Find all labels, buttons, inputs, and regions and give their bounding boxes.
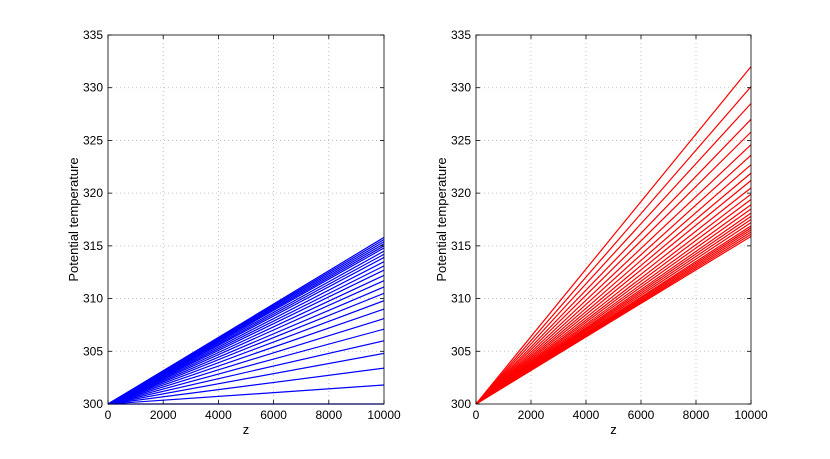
y-tick-label: 325 [451,133,471,147]
x-axis-label: z [610,422,617,437]
y-axis-label: Potential temperature [434,157,449,281]
x-tick-label: 0 [473,408,480,422]
y-tick-label: 305 [83,344,103,358]
series-line-13 [107,274,385,405]
y-tick-label: 305 [451,344,471,358]
y-tick-label: 300 [451,397,471,411]
x-tick-label: 0 [105,408,112,422]
y-axis-label: Potential temperature [66,157,81,281]
series-line-5 [107,340,385,405]
series-line-6 [107,328,385,405]
series-line-9 [475,172,752,405]
y-tick-label: 335 [83,28,103,42]
x-axis-label: z [243,422,250,437]
y-tick-label: 315 [83,239,103,253]
series-line-25 [107,236,385,405]
series-line-25 [475,235,752,405]
series-line-13 [475,198,752,405]
series-line-6 [475,144,752,405]
series-line-10 [475,180,752,405]
series-line-3 [475,103,752,405]
x-tick-label: 6000 [260,408,287,422]
y-tick-label: 320 [83,186,103,200]
y-tick-label: 310 [83,292,103,306]
series-line-2 [107,384,385,405]
x-tick-label: 10000 [367,408,401,422]
x-tick-label: 6000 [628,408,655,422]
y-tick-label: 315 [451,239,471,253]
series-line-12 [475,193,752,405]
series-line-9 [107,300,385,405]
y-tick-label: 330 [451,81,471,95]
x-tick-label: 4000 [205,408,232,422]
series-line-14 [107,269,385,405]
series-line-11 [475,187,752,405]
x-tick-label: 4000 [573,408,600,422]
x-tick-label: 2000 [150,408,177,422]
y-tick-label: 330 [83,81,103,95]
x-tick-label: 8000 [315,408,342,422]
series-line-7 [107,318,385,405]
chart-panel-1: 0 2000 4000 6000 8000 10000 300 305 310 315 320 325… [66,28,401,437]
series-line-7 [475,154,752,405]
series-line-2 [475,86,752,405]
y-tick-label: 335 [451,28,471,42]
series-line-1 [475,66,752,405]
y-tick-label: 325 [83,133,103,147]
y-tick-label: 310 [451,292,471,306]
y-tick-label: 300 [83,397,103,411]
chart-panel-2: 0 2000 4000 6000 8000 10000 300 305 310 315 320 325… [434,28,768,437]
series-line-8 [107,308,385,405]
series-line-4 [475,118,752,405]
series-line-8 [475,164,752,405]
series-line-3 [107,367,385,405]
axes-frame [475,34,752,405]
x-tick-label: 2000 [518,408,545,422]
series-line-12 [107,280,385,405]
series-line-11 [107,286,385,405]
x-tick-label: 8000 [683,408,710,422]
series-line-16 [107,261,385,405]
plot-area [476,35,751,404]
y-tick-label: 320 [451,186,471,200]
series-line-5 [475,131,752,405]
axes-frame [107,34,385,405]
series-line-4 [107,352,385,405]
x-tick-label: 10000 [734,408,768,422]
series-line-10 [107,292,385,405]
series-line-15 [107,265,385,405]
